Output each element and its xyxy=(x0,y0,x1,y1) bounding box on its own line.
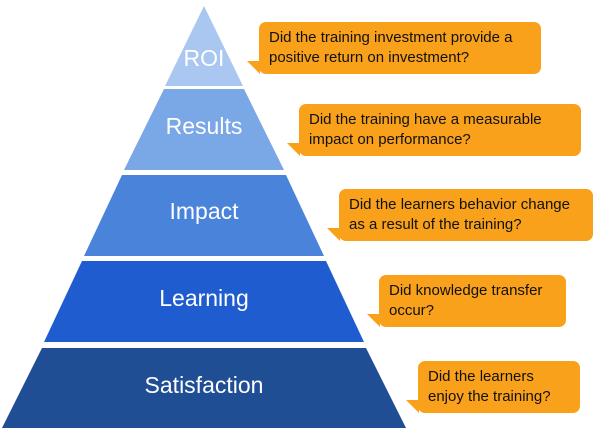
callout-results: Did the training have a measurable impac… xyxy=(287,104,581,156)
pyramid-level-results xyxy=(124,89,284,170)
pyramid-level-satisfaction xyxy=(2,348,406,428)
pyramid-label-satisfaction: Satisfaction xyxy=(145,372,264,398)
pyramid-level-roi xyxy=(165,6,243,86)
callout-learning: Did knowledge transfer occur? xyxy=(367,275,566,327)
pyramid-level-learning xyxy=(44,261,364,342)
pyramid-level-impact xyxy=(84,175,324,256)
pyramid-label-results: Results xyxy=(166,113,243,139)
callout-roi: Did the training investment provide a po… xyxy=(247,22,541,74)
pyramid-label-impact: Impact xyxy=(169,198,239,224)
callout-satisfaction: Did the learners enjoy the training? xyxy=(406,361,580,413)
callout-impact: Did the learners behavior change as a re… xyxy=(327,189,593,241)
pyramid-label-learning: Learning xyxy=(159,285,249,311)
pyramid-label-roi: ROI xyxy=(184,45,225,71)
